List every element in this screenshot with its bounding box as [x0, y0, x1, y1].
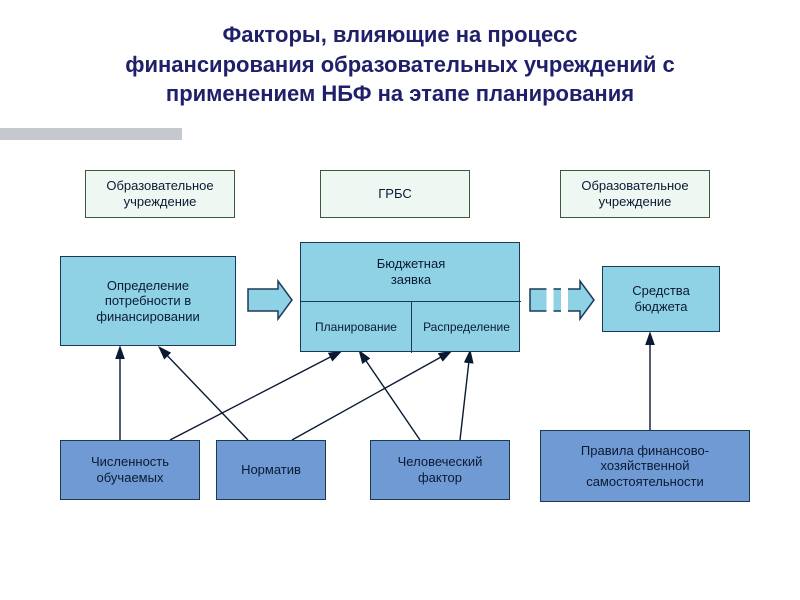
box-label: ГРБС	[329, 186, 461, 202]
box-label: Норматив	[225, 462, 317, 478]
box-edu-right: Образовательное учреждение	[560, 170, 710, 218]
thin-arrow	[360, 352, 420, 440]
box-label: Образовательное учреждение	[569, 178, 701, 209]
diagram-stage: Факторы, влияющие на процесс финансирова…	[0, 0, 800, 600]
thin-arrow	[460, 352, 470, 440]
thin-arrow	[170, 352, 340, 440]
box-need: Определение потребности в финансировании	[60, 256, 236, 346]
box-label: Численность обучаемых	[69, 454, 191, 485]
page-title: Факторы, влияющие на процесс финансирова…	[0, 20, 800, 109]
box-label: Образовательное учреждение	[94, 178, 226, 209]
box-label: Правила финансово- хозяйственной самосто…	[549, 443, 741, 490]
box-funds: Средства бюджета	[602, 266, 720, 332]
block-arrow	[248, 281, 292, 319]
box-budget-app: Бюджетная заявкаПланированиеРаспределени…	[300, 242, 520, 352]
thin-arrow	[160, 348, 248, 440]
box-label: Средства бюджета	[611, 283, 711, 314]
thin-arrow	[292, 352, 450, 440]
box-label: Человеческий фактор	[379, 454, 501, 485]
budget-dist: Распределение	[411, 301, 521, 353]
box-edu-left: Образовательное учреждение	[85, 170, 235, 218]
box-rules: Правила финансово- хозяйственной самосто…	[540, 430, 750, 502]
block-arrow	[530, 281, 594, 319]
box-human: Человеческий фактор	[370, 440, 510, 500]
box-count: Численность обучаемых	[60, 440, 200, 500]
box-label: Определение потребности в финансировании	[69, 278, 227, 325]
box-norm: Норматив	[216, 440, 326, 500]
budget-app-title: Бюджетная заявка	[301, 243, 521, 301]
box-grbs: ГРБС	[320, 170, 470, 218]
budget-plan: Планирование	[301, 301, 411, 353]
title-divider	[0, 128, 182, 140]
